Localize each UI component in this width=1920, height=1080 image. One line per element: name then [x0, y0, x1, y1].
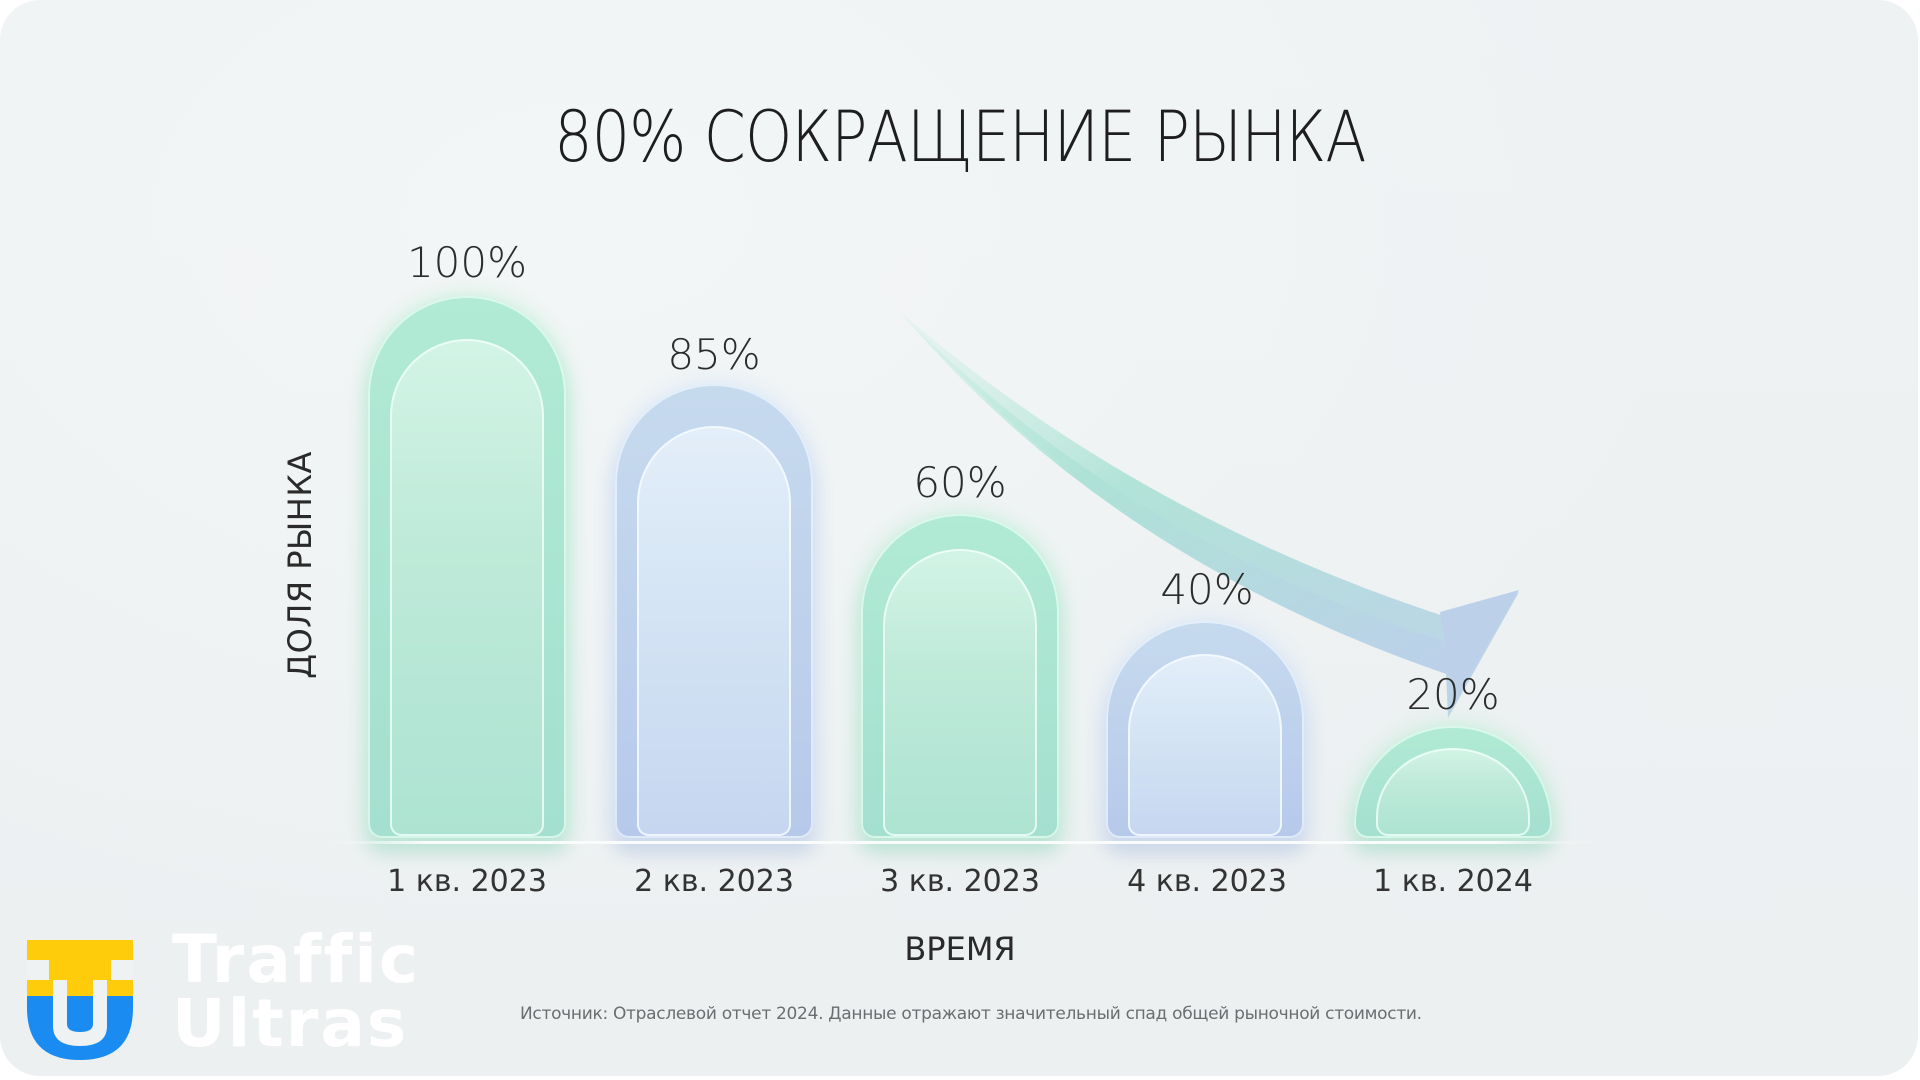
bar-inner	[883, 549, 1037, 836]
x-tick-label: 2 кв. 2023	[634, 864, 794, 899]
bar-inner	[1376, 748, 1530, 836]
bar-inner	[1128, 654, 1282, 836]
traffic-ultras-logo-icon	[27, 940, 133, 1060]
bar-inner	[637, 426, 791, 836]
x-tick-label: 1 кв. 2023	[387, 864, 547, 899]
source-footnote: Источник: Отраслевой отчет 2024. Данные …	[520, 1004, 1422, 1024]
bar-q1-2023	[368, 296, 566, 838]
bar-inner	[390, 339, 544, 836]
value-label: 100%	[406, 238, 528, 287]
value-label: 85%	[667, 330, 761, 379]
bar-q3-2023	[861, 514, 1059, 838]
value-label: 40%	[1160, 565, 1254, 614]
bar-q4-2023	[1106, 621, 1304, 838]
value-label: 20%	[1406, 670, 1500, 719]
brand-line-1: Traffic	[172, 921, 421, 998]
x-tick-label: 3 кв. 2023	[880, 864, 1040, 899]
value-label: 60%	[913, 458, 1007, 507]
x-tick-label: 4 кв. 2023	[1127, 864, 1287, 899]
brand-line-2: Ultras	[172, 985, 409, 1062]
x-axis-baseline	[325, 841, 1595, 844]
bar-q2-2023	[615, 384, 813, 838]
chart-title: 80% СОКРАЩЕНИЕ РЫНКА	[554, 96, 1366, 178]
x-tick-label: 1 кв. 2024	[1373, 864, 1533, 899]
brand-wordmark: Traffic Ultras	[172, 921, 421, 1062]
x-axis-label: ВРЕМЯ	[904, 930, 1016, 968]
